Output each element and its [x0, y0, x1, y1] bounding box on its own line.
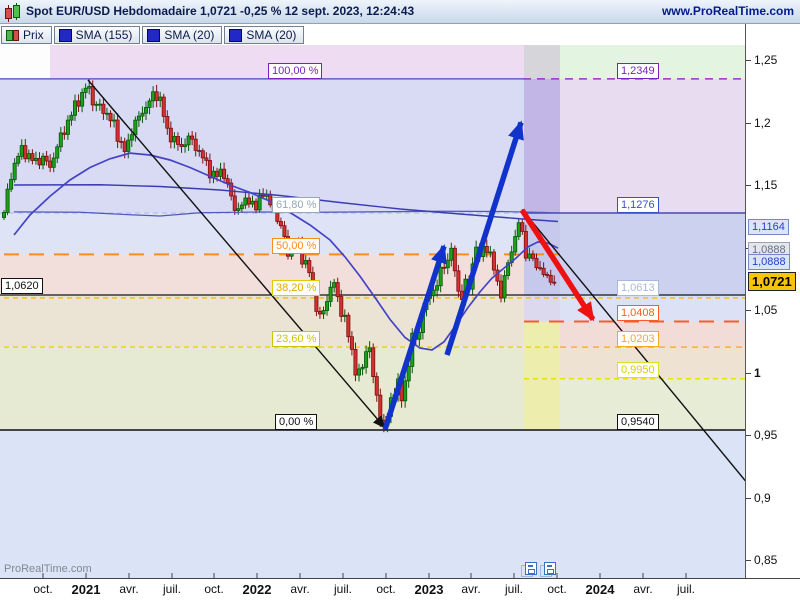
fib-percent-label: 0,00 % — [275, 414, 318, 430]
title-bar: Spot EUR/USD Hebdomadaire 1,0721 -0,25 %… — [0, 0, 800, 24]
y-tick-label: 0,85 — [754, 553, 778, 567]
y-tick — [746, 310, 751, 311]
y-tick-label: 1,15 — [754, 178, 778, 192]
time-axis[interactable]: oct. 2021 avr. juil. oct. 2022 avr. juil. oct. 20… — [0, 578, 800, 600]
legend-label: SMA (20) — [164, 28, 215, 42]
watermark: ProRealTime.com — [4, 563, 92, 575]
legend-label: SMA (20) — [246, 28, 297, 42]
x-tick-label: juil. — [333, 582, 353, 596]
x-tick-label: 2022 — [242, 582, 272, 597]
x-tick-label: avr. — [290, 582, 310, 596]
x-tick-label: 2023 — [414, 582, 444, 597]
y-tick-label: 1,05 — [754, 303, 778, 317]
up-trend-arrow[interactable] — [444, 120, 524, 356]
y-tick-label: 1 — [754, 365, 761, 380]
x-tick-label: 2024 — [585, 582, 615, 597]
fib-price-label: 1,0613 — [617, 279, 659, 296]
y-tick-label: 1,2 — [754, 115, 771, 130]
y-tick — [746, 435, 751, 436]
y-tick — [746, 372, 751, 374]
horizontal-line-price-label: 1,0620 — [1, 278, 43, 294]
blue-square-icon — [58, 28, 72, 42]
fib-price-label: 1,1276 — [617, 197, 659, 213]
target-price-label: 0,9950 — [617, 361, 659, 378]
price-marker-badge: 1,0888 — [748, 253, 790, 270]
y-tick-label: 1,25 — [754, 53, 778, 67]
y-tick-label: 0,9 — [754, 490, 771, 505]
background-zone — [0, 45, 50, 79]
x-tick-label: juil. — [162, 582, 182, 596]
background-zone — [560, 78, 745, 213]
x-tick-label: juil. — [676, 582, 696, 596]
last-price-badge: 1,0721 — [748, 272, 796, 292]
price-axis[interactable]: 1,251,21,151,11,0510,950,90,851,11641,08… — [745, 24, 800, 578]
background-zone — [524, 45, 560, 79]
x-tick-label: oct. — [547, 582, 567, 596]
blue-square-icon — [147, 28, 161, 42]
legend-label: Prix — [23, 28, 44, 42]
background-zone — [0, 430, 745, 578]
legend-chip-sma-20-[interactable]: SMA (20) — [224, 26, 305, 44]
background-zone — [524, 78, 560, 213]
x-tick-label: oct. — [33, 582, 53, 596]
fib-percent-label: 61,80 % — [272, 197, 321, 213]
sma-line — [13, 152, 559, 351]
legend-chip-sma-20-[interactable]: SMA (20) — [142, 26, 223, 44]
x-tick-label: avr. — [119, 582, 139, 596]
copy-page-icon[interactable] — [521, 562, 537, 577]
x-tick-label: avr. — [633, 582, 653, 596]
fib-percent-label: 50,00 % — [272, 238, 321, 255]
y-tick-label: 0,95 — [754, 428, 778, 442]
blue-square-icon — [229, 28, 243, 42]
y-tick — [746, 185, 751, 186]
up-trend-arrow[interactable] — [382, 244, 447, 431]
legend-chip-prix[interactable]: Prix — [1, 26, 52, 44]
indicator-legend: Prix SMA (155) SMA (20) SMA (20) — [1, 26, 305, 44]
down-trend-arrow[interactable] — [519, 208, 596, 322]
y-tick — [746, 122, 751, 124]
price-chart[interactable] — [0, 0, 745, 578]
copy-page-icon[interactable] — [540, 562, 556, 577]
y-tick — [746, 560, 751, 561]
x-tick-label: juil. — [504, 582, 524, 596]
x-tick-label: 2021 — [71, 582, 101, 597]
fib-price-label: 1,2349 — [617, 62, 659, 79]
price-candles-icon — [6, 29, 19, 41]
legend-chip-sma-155-[interactable]: SMA (155) — [53, 26, 141, 44]
fib-price-label: 1,0203 — [617, 331, 659, 348]
instrument-title: Spot EUR/USD Hebdomadaire 1,0721 -0,25 %… — [26, 4, 415, 18]
x-tick-label: oct. — [376, 582, 396, 596]
fib-percent-label: 23,60 % — [272, 331, 321, 348]
candlestick-logo-icon — [4, 3, 22, 22]
x-tick-label: avr. — [461, 582, 481, 596]
target-price-label: 1,0408 — [617, 304, 659, 321]
trendline[interactable] — [87, 79, 386, 429]
y-tick — [746, 497, 751, 499]
site-url: www.ProRealTime.com — [661, 4, 794, 18]
background-zone — [524, 295, 560, 322]
fib-percent-label: 100,00 % — [268, 62, 323, 79]
price-marker-badge: 1,1164 — [748, 219, 789, 235]
fib-price-label: 0,9540 — [617, 414, 659, 430]
fib-percent-label: 38,20 % — [272, 279, 321, 296]
x-tick-label: oct. — [204, 582, 224, 596]
legend-label: SMA (155) — [75, 28, 133, 42]
y-tick — [746, 60, 751, 61]
background-zone — [524, 321, 560, 430]
